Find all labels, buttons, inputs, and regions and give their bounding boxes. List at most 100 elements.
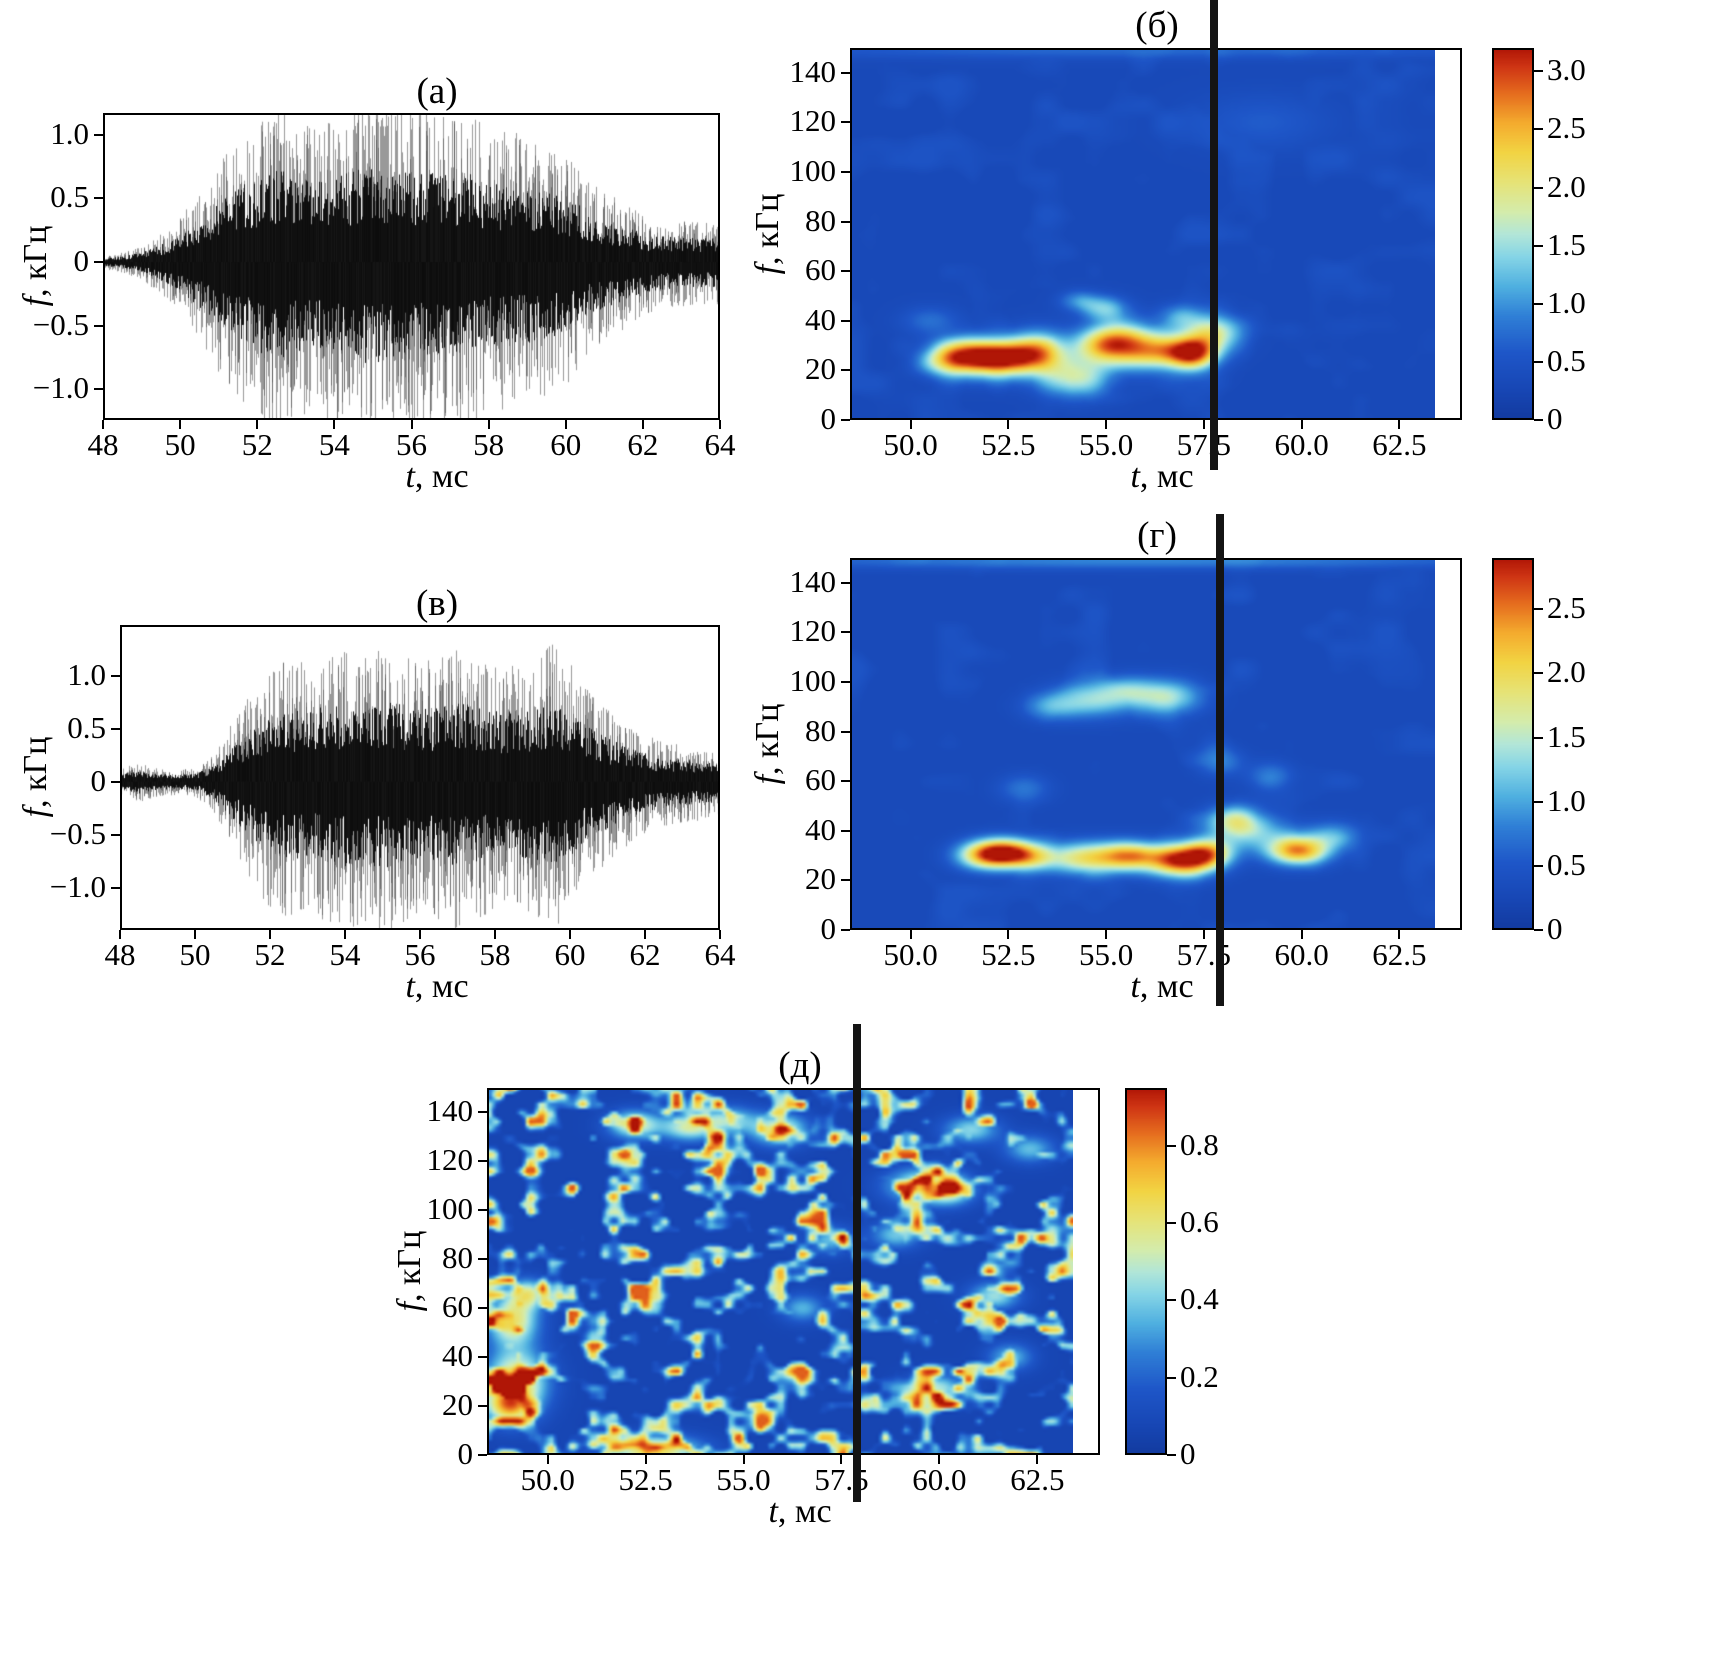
x-tick-label: 48 <box>104 937 136 972</box>
y-tick-label: 140 <box>789 563 837 599</box>
x-tick-mark <box>1105 420 1108 429</box>
y-tick-mark <box>94 197 103 200</box>
y-tick-mark <box>841 581 850 584</box>
panel-g-xlabel: t, мс <box>1130 968 1193 1006</box>
x-tick-mark <box>119 930 121 939</box>
x-tick-label: 60.0 <box>912 1462 967 1497</box>
colorbar-tick-label: 0 <box>1547 911 1563 946</box>
plot-frame-g <box>850 558 1462 930</box>
x-tick-mark <box>569 930 571 939</box>
x-tick-mark <box>719 420 721 429</box>
colorbar-tick-label: 1.5 <box>1547 226 1586 262</box>
x-tick-label: 54 <box>318 427 350 462</box>
y-tick-mark <box>841 929 850 931</box>
y-tick-mark <box>478 1454 487 1456</box>
y-tick-mark <box>94 133 103 136</box>
colorbar-tick-mark <box>1534 672 1543 675</box>
xlabel-unit: , мс <box>414 968 469 1005</box>
x-tick-label: 58 <box>479 937 511 972</box>
y-tick-label: 0 <box>73 243 90 279</box>
colorbar-tick-label: 0 <box>1180 1436 1196 1471</box>
x-tick-mark <box>179 420 182 429</box>
panel-g-title: (г) <box>1137 515 1177 556</box>
panel-b-xlabel: t, мс <box>1130 458 1193 496</box>
x-tick-mark <box>644 1455 647 1464</box>
time-marker-line-g <box>1215 514 1224 1006</box>
panel-d-xlabel: t, мс <box>768 1493 831 1531</box>
y-tick-label: 60 <box>805 252 836 288</box>
spectrogram-canvas-b <box>851 48 1435 420</box>
colorbar-tick-label: 1.5 <box>1547 718 1586 754</box>
y-tick-label: 20 <box>805 861 836 897</box>
y-tick-label: 0 <box>457 1436 474 1471</box>
x-tick-mark <box>719 930 721 939</box>
y-tick-label: 100 <box>426 1191 474 1227</box>
x-tick-mark <box>938 1455 941 1464</box>
colorbar-tick-label: 2.5 <box>1547 110 1586 146</box>
y-tick-mark <box>94 261 103 264</box>
y-tick-mark <box>478 1160 487 1163</box>
colorbar-tick-mark <box>1534 736 1543 739</box>
colorbar-frame-b <box>1492 48 1534 420</box>
x-tick-mark <box>1300 420 1303 429</box>
colorbar-gradient-g <box>1492 558 1534 930</box>
x-tick-mark <box>494 930 496 939</box>
x-tick-label: 55.0 <box>716 1462 771 1497</box>
y-tick-label: 20 <box>442 1387 473 1423</box>
y-tick-mark <box>478 1258 487 1261</box>
y-tick-mark <box>111 886 120 889</box>
colorbar-tick-label: 1.0 <box>1547 782 1586 818</box>
xlabel-unit: , мс <box>1139 458 1194 495</box>
y-tick-mark <box>111 833 120 836</box>
y-tick-mark <box>841 369 850 372</box>
panel-a-title: (а) <box>416 71 458 112</box>
y-tick-label: 120 <box>789 103 837 139</box>
colorbar-tick-label: 2.5 <box>1547 590 1586 626</box>
xlabel-unit: , мс <box>414 458 469 495</box>
panel-a-xlabel: t, мс <box>405 458 468 496</box>
x-tick-mark <box>256 420 259 429</box>
x-tick-mark <box>1007 420 1010 429</box>
y-tick-label: 0.5 <box>50 179 89 215</box>
colorbar-gradient-b <box>1492 48 1534 420</box>
colorbar-tick-label: 2.0 <box>1547 168 1586 204</box>
colorbar-tick-mark <box>1534 929 1543 931</box>
x-tick-label: 52 <box>254 937 286 972</box>
y-tick-label: 20 <box>805 351 836 387</box>
y-tick-mark <box>478 1209 487 1212</box>
plot-frame-b <box>850 48 1462 420</box>
x-tick-label: 60.0 <box>1274 937 1329 972</box>
time-marker-line-b <box>1209 0 1218 470</box>
y-tick-mark <box>841 631 850 634</box>
colorbar-tick-mark <box>1534 186 1543 189</box>
x-tick-label: 57.5 <box>1176 427 1232 462</box>
x-tick-mark <box>333 420 336 429</box>
x-tick-label: 52.5 <box>618 1462 673 1497</box>
x-tick-mark <box>1007 930 1010 939</box>
colorbar-tick-mark <box>1534 302 1543 305</box>
x-tick-mark <box>1202 930 1205 939</box>
x-tick-label: 55.0 <box>1079 937 1134 972</box>
y-tick-mark <box>94 388 103 391</box>
colorbar-tick-mark <box>1534 244 1543 247</box>
panel-v-title: (в) <box>415 583 459 624</box>
ylabel-symbol: f <box>17 296 54 307</box>
xlabel-symbol: t <box>1130 458 1140 495</box>
y-tick-mark <box>111 727 120 730</box>
x-tick-label: 58 <box>473 427 505 462</box>
y-tick-label: 1.0 <box>67 656 106 692</box>
colorbar-tick-mark <box>1167 1222 1176 1225</box>
x-tick-mark <box>564 420 567 429</box>
y-tick-label: 0 <box>90 762 107 798</box>
y-tick-mark <box>94 324 103 327</box>
colorbar-gradient-d <box>1125 1088 1167 1455</box>
x-tick-mark <box>419 930 421 939</box>
colorbar-frame-g <box>1492 558 1534 930</box>
colorbar-tick-mark <box>1167 1144 1176 1147</box>
y-tick-mark <box>478 1405 487 1408</box>
x-tick-label: 50.0 <box>883 427 938 462</box>
x-tick-label: 62 <box>629 937 661 972</box>
y-tick-label: 100 <box>789 153 837 188</box>
x-tick-mark <box>1036 1455 1039 1464</box>
